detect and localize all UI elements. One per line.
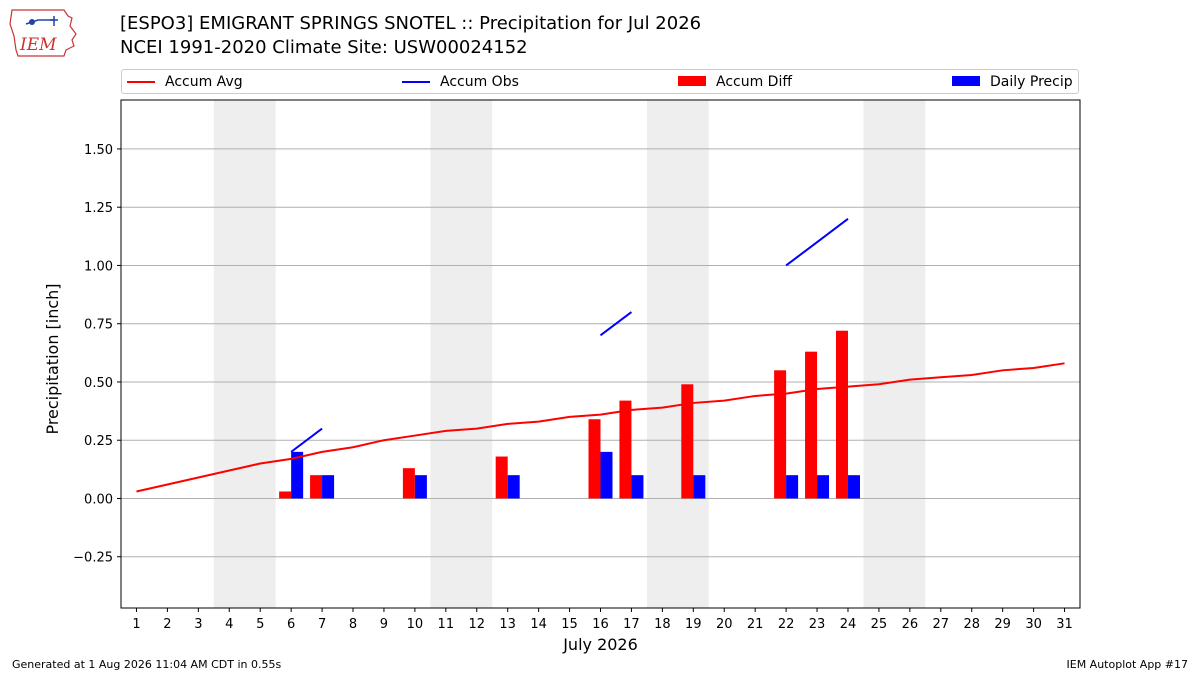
xtick-label: 7 <box>318 617 326 632</box>
xtick-label: 14 <box>530 617 547 632</box>
xtick-label: 21 <box>747 617 764 632</box>
xtick-label: 15 <box>561 617 578 632</box>
legend-label-accum-obs: Accum Obs <box>440 74 519 90</box>
xtick-label: 16 <box>592 617 609 632</box>
weekend-band-4 <box>863 100 926 608</box>
xtick-label: 1 <box>132 617 140 632</box>
xtick-label: 24 <box>840 617 857 632</box>
bar-accum-diff-day-6 <box>279 491 292 499</box>
ytick-label: 1.25 <box>84 201 113 216</box>
xtick-label: 11 <box>438 617 455 632</box>
bar-accum-diff-day-13 <box>495 456 508 499</box>
xtick-label: 5 <box>256 617 264 632</box>
xtick-label: 10 <box>407 617 424 632</box>
xtick-label: 2 <box>163 617 171 632</box>
xtick-label: 13 <box>499 617 516 632</box>
logo-text: IEM <box>19 35 57 55</box>
weekend-band-1 <box>213 100 276 608</box>
xtick-label: 6 <box>287 617 295 632</box>
series-line-accum-obs-2 <box>599 311 633 337</box>
bar-daily-precip-day-22 <box>786 475 799 499</box>
legend-swatch-accum-diff <box>678 76 706 86</box>
app-label: IEM Autoplot App #17 <box>1066 658 1189 671</box>
xtick-label: 8 <box>349 617 357 632</box>
xtick-label: 25 <box>871 617 888 632</box>
bar-accum-diff-day-7 <box>310 475 323 499</box>
xtick-label: 19 <box>685 617 702 632</box>
xtick-label: 4 <box>225 617 233 632</box>
legend-label-daily-precip: Daily Precip <box>990 74 1073 90</box>
xtick-label: 20 <box>716 617 733 632</box>
bar-daily-precip-day-17 <box>631 475 644 499</box>
bar-accum-diff-day-16 <box>588 419 601 499</box>
legend-swatch-daily-precip <box>952 76 980 86</box>
ytick-label: 1.00 <box>84 259 113 274</box>
series-line-accum-obs-1 <box>290 427 323 453</box>
legend: Accum Avg Accum Obs Accum Diff Daily Pre… <box>121 69 1079 94</box>
bar-daily-precip-day-7 <box>322 475 335 499</box>
x-axis-label: July 2026 <box>562 635 638 654</box>
ytick-label: 0.25 <box>84 434 113 449</box>
legend-label-accum-avg: Accum Avg <box>165 74 243 90</box>
xtick-label: 9 <box>380 617 388 632</box>
ytick-label: −0.25 <box>73 551 113 566</box>
weekend-band-3 <box>646 100 709 608</box>
chart-subtitle: NCEI 1991-2020 Climate Site: USW00024152 <box>120 37 528 58</box>
bar-accum-diff-day-17 <box>619 400 632 499</box>
xtick-label: 17 <box>623 617 640 632</box>
bar-accum-diff-day-10 <box>402 468 415 499</box>
bar-daily-precip-day-10 <box>414 475 427 499</box>
bar-accum-diff-day-22 <box>774 370 787 499</box>
bar-daily-precip-day-19 <box>693 475 706 499</box>
xtick-label: 3 <box>194 617 202 632</box>
xtick-label: 22 <box>778 617 795 632</box>
xtick-label: 12 <box>468 617 485 632</box>
bar-daily-precip-day-13 <box>507 475 520 499</box>
generated-timestamp: Generated at 1 Aug 2026 11:04 AM CDT in … <box>12 658 282 671</box>
xtick-label: 28 <box>963 617 980 632</box>
xtick-label: 27 <box>933 617 950 632</box>
y-axis-label: Precipitation [inch] <box>43 283 62 434</box>
ytick-label: 1.50 <box>84 143 113 158</box>
xtick-label: 26 <box>902 617 919 632</box>
legend-label-accum-diff: Accum Diff <box>716 74 793 90</box>
weekend-band-2 <box>430 100 493 608</box>
chart-title: [ESPO3] EMIGRANT SPRINGS SNOTEL :: Preci… <box>120 13 702 34</box>
bar-daily-precip-day-6 <box>291 451 304 499</box>
bar-accum-diff-day-24 <box>835 330 848 499</box>
bar-daily-precip-day-16 <box>600 451 613 499</box>
bar-daily-precip-day-24 <box>847 475 860 499</box>
series-line-accum-obs-3 <box>785 218 849 267</box>
bar-accum-diff-day-19 <box>681 384 694 499</box>
bar-daily-precip-day-23 <box>817 475 830 499</box>
ytick-label: 0.50 <box>84 376 113 391</box>
xtick-label: 23 <box>809 617 826 632</box>
ytick-label: 0.75 <box>84 318 113 333</box>
xtick-label: 18 <box>654 617 671 632</box>
series-line-accum-avg <box>136 362 1065 493</box>
xtick-label: 30 <box>1025 617 1042 632</box>
xtick-label: 31 <box>1056 617 1073 632</box>
xtick-label: 29 <box>994 617 1011 632</box>
legend-swatch-accum-obs <box>402 81 430 83</box>
bar-accum-diff-day-23 <box>805 351 818 499</box>
ytick-label: 0.00 <box>84 492 113 507</box>
legend-swatch-accum-avg <box>127 81 155 83</box>
iem-logo: IEM <box>9 9 77 57</box>
